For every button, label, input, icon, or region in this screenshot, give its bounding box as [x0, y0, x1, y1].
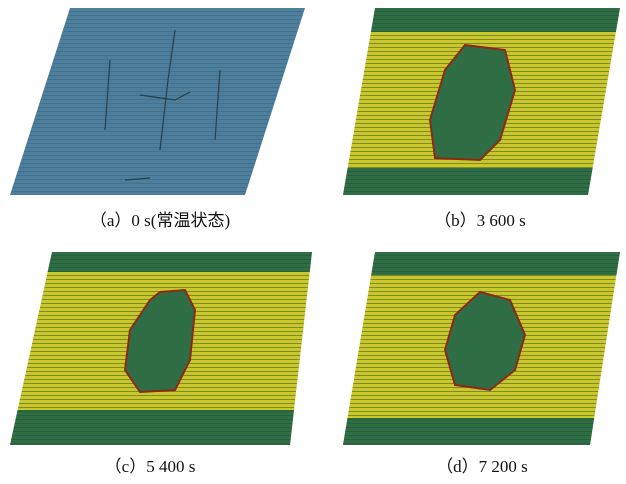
panel-b	[330, 0, 626, 200]
panel-d	[330, 245, 626, 450]
caption: （d）7 200 s	[436, 457, 528, 476]
figure: （a）0 s(常温状态) （b）3 600 s （c）5 400 s （d）7 …	[0, 0, 626, 484]
panel-a	[0, 0, 313, 200]
caption: （c）5 400 s	[105, 457, 196, 476]
caption: （a）0 s(常温状态)	[90, 211, 230, 230]
panel-c	[0, 245, 320, 450]
caption: （b）3 600 s	[434, 211, 526, 230]
